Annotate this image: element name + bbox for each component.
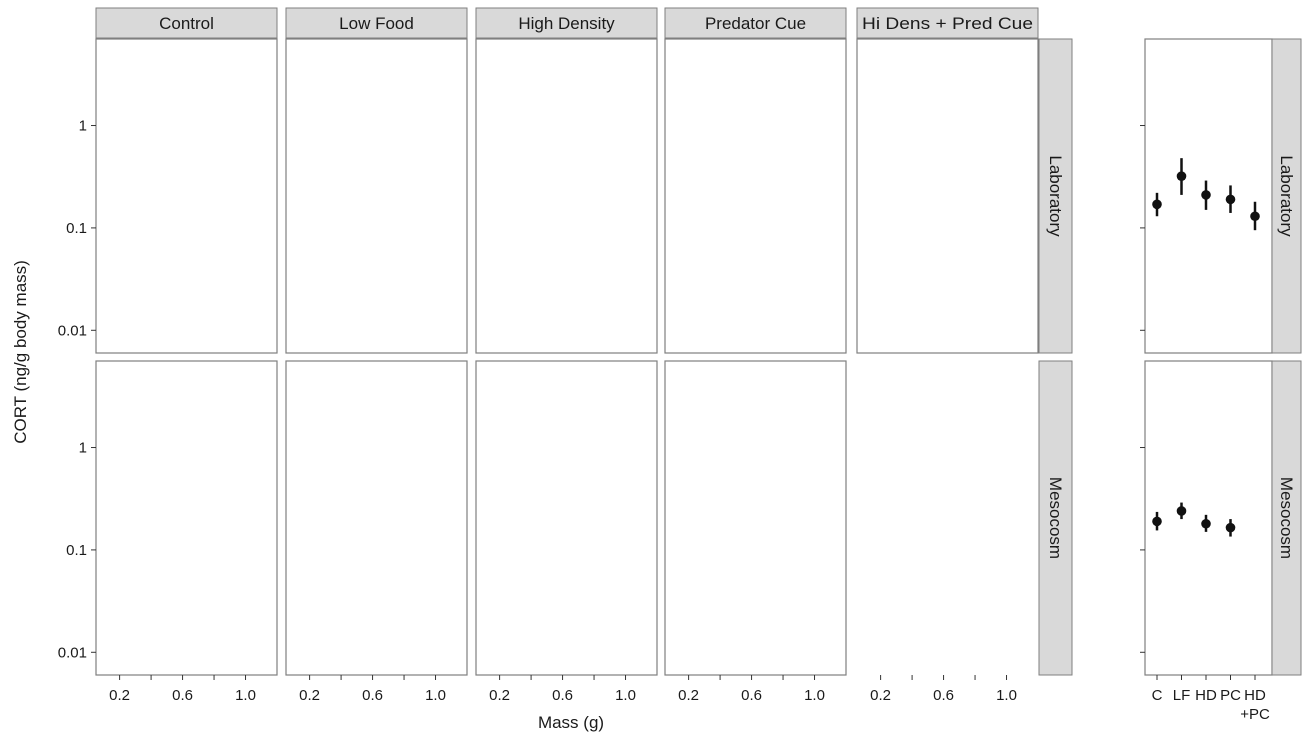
x-tick-label: 1.0 [425, 687, 446, 704]
x-tick-label: 1.0 [235, 687, 256, 704]
y-tick-label: 1 [79, 440, 87, 457]
mean-point [1176, 506, 1187, 516]
y-axis-title: CORT (ng/g body mass) [11, 260, 30, 444]
panel-laboratory-high-density [475, 38, 658, 354]
x-tick-label: 0.2 [109, 687, 130, 704]
panel-border [664, 38, 847, 354]
row-strip-label: Mesocosm [1277, 477, 1296, 559]
summary-category-label: +PC [1240, 706, 1270, 723]
x-tick-label: 1.0 [804, 687, 825, 704]
column-strip-predator-cue: Predator Cue [664, 7, 847, 39]
panel-mesocosm-control [95, 360, 278, 676]
column-strip-bg [475, 7, 658, 39]
row-strip-bg [1038, 38, 1073, 354]
column-strip-bg [285, 7, 468, 39]
row-strip-label: Mesocosm [1046, 477, 1065, 559]
row-strip-label: Laboratory [1277, 155, 1296, 237]
y-tick-label: 1 [79, 118, 87, 135]
panel-border [285, 38, 468, 354]
summary-row-strip-mesocosm: Mesocosm [1271, 360, 1302, 676]
panel-border [664, 360, 847, 676]
column-strip-label: Control [159, 14, 214, 33]
row-strip-mesocosm: Mesocosm [1038, 360, 1073, 676]
column-strip-control: Control [95, 7, 278, 39]
panel-grid: Control Low Food High Density Predator Cue H… [95, 7, 1073, 676]
x-tick-label: 0.2 [489, 687, 510, 704]
panel-border [95, 38, 278, 354]
summary-laboratory [1140, 38, 1273, 354]
row-strip-bg [1271, 360, 1302, 676]
mean-point [1176, 171, 1187, 181]
x-tick-label: 0.6 [552, 687, 573, 704]
mean-point [1152, 516, 1162, 527]
x-axis-title: Mass (g) [538, 713, 604, 732]
column-strip-hi-dens-pred-cue: Hi Dens + Pred Cue [856, 7, 1039, 39]
mean-point [1250, 211, 1260, 222]
y-tick-label: 0.01 [58, 644, 87, 661]
x-tick-label: 0.2 [870, 687, 891, 704]
mean-point [1225, 194, 1236, 205]
row-strip-laboratory: Laboratory [1038, 38, 1073, 354]
mean-point [1152, 199, 1162, 210]
column-strip-high-density: High Density [475, 7, 658, 39]
summary-row-strip-laboratory: Laboratory [1271, 38, 1302, 354]
column-strip-label: Predator Cue [705, 14, 806, 33]
row-strip-bg [1038, 360, 1073, 676]
column-strip-bg [856, 7, 1039, 39]
summary-panel-border [1144, 360, 1273, 676]
row-strip-bg [1271, 38, 1302, 354]
row-strip-label: Laboratory [1046, 155, 1065, 237]
column-strip-bg [95, 7, 278, 39]
column-strip-label: Low Food [339, 14, 414, 33]
panel-border [856, 38, 1039, 354]
summary-category-label: PC [1220, 687, 1241, 704]
panel-mesocosm-low-food [285, 360, 468, 676]
y-tick-label: 0.1 [66, 542, 87, 559]
panel-laboratory-predator-cue [664, 38, 847, 354]
panel-laboratory-control [95, 38, 278, 354]
panel-mesocosm-high-density [475, 360, 658, 676]
x-tick-label: 0.2 [678, 687, 699, 704]
summary-mesocosm [1140, 360, 1273, 676]
mean-point [1201, 190, 1211, 200]
x-tick-label: 1.0 [996, 687, 1017, 704]
x-tick-label: 0.6 [172, 687, 193, 704]
y-axis: 0.01 0.1 1 0.01 0.1 1 [58, 118, 96, 661]
panel-border [475, 360, 658, 676]
x-tick-label: 0.6 [362, 687, 383, 704]
panel-border [95, 360, 278, 676]
column-strip-label: Hi Dens + Pred Cue [862, 14, 1033, 33]
panel-border [475, 38, 658, 354]
x-tick-label: 0.6 [933, 687, 954, 704]
mean-point [1225, 522, 1236, 533]
y-tick-label: 0.01 [58, 322, 87, 339]
x-tick-label: 1.0 [615, 687, 636, 704]
x-axis: 0.2 0.6 1.0 0.2 0.6 1.0 0.2 0.6 1.0 0.2 0.6 1.0 0.2 0… [109, 675, 1017, 704]
mean-point [1201, 518, 1211, 529]
x-tick-label: 0.2 [299, 687, 320, 704]
summary-category-label: C [1152, 687, 1163, 704]
column-strip-bg [664, 7, 847, 39]
summary-category-label: LF [1173, 687, 1191, 704]
y-tick-label: 0.1 [66, 220, 87, 237]
panel-laboratory-low-food [285, 38, 468, 354]
column-strip-label: High Density [518, 14, 615, 33]
summary-category-label: HD [1195, 687, 1217, 704]
panel-laboratory-hi-dens-pred-cue [856, 38, 1039, 354]
panel-mesocosm-predator-cue [664, 360, 847, 676]
column-strip-low-food: Low Food [285, 7, 468, 39]
summary-category-label: HD [1244, 687, 1266, 704]
panel-border [285, 360, 468, 676]
x-tick-label: 0.6 [741, 687, 762, 704]
